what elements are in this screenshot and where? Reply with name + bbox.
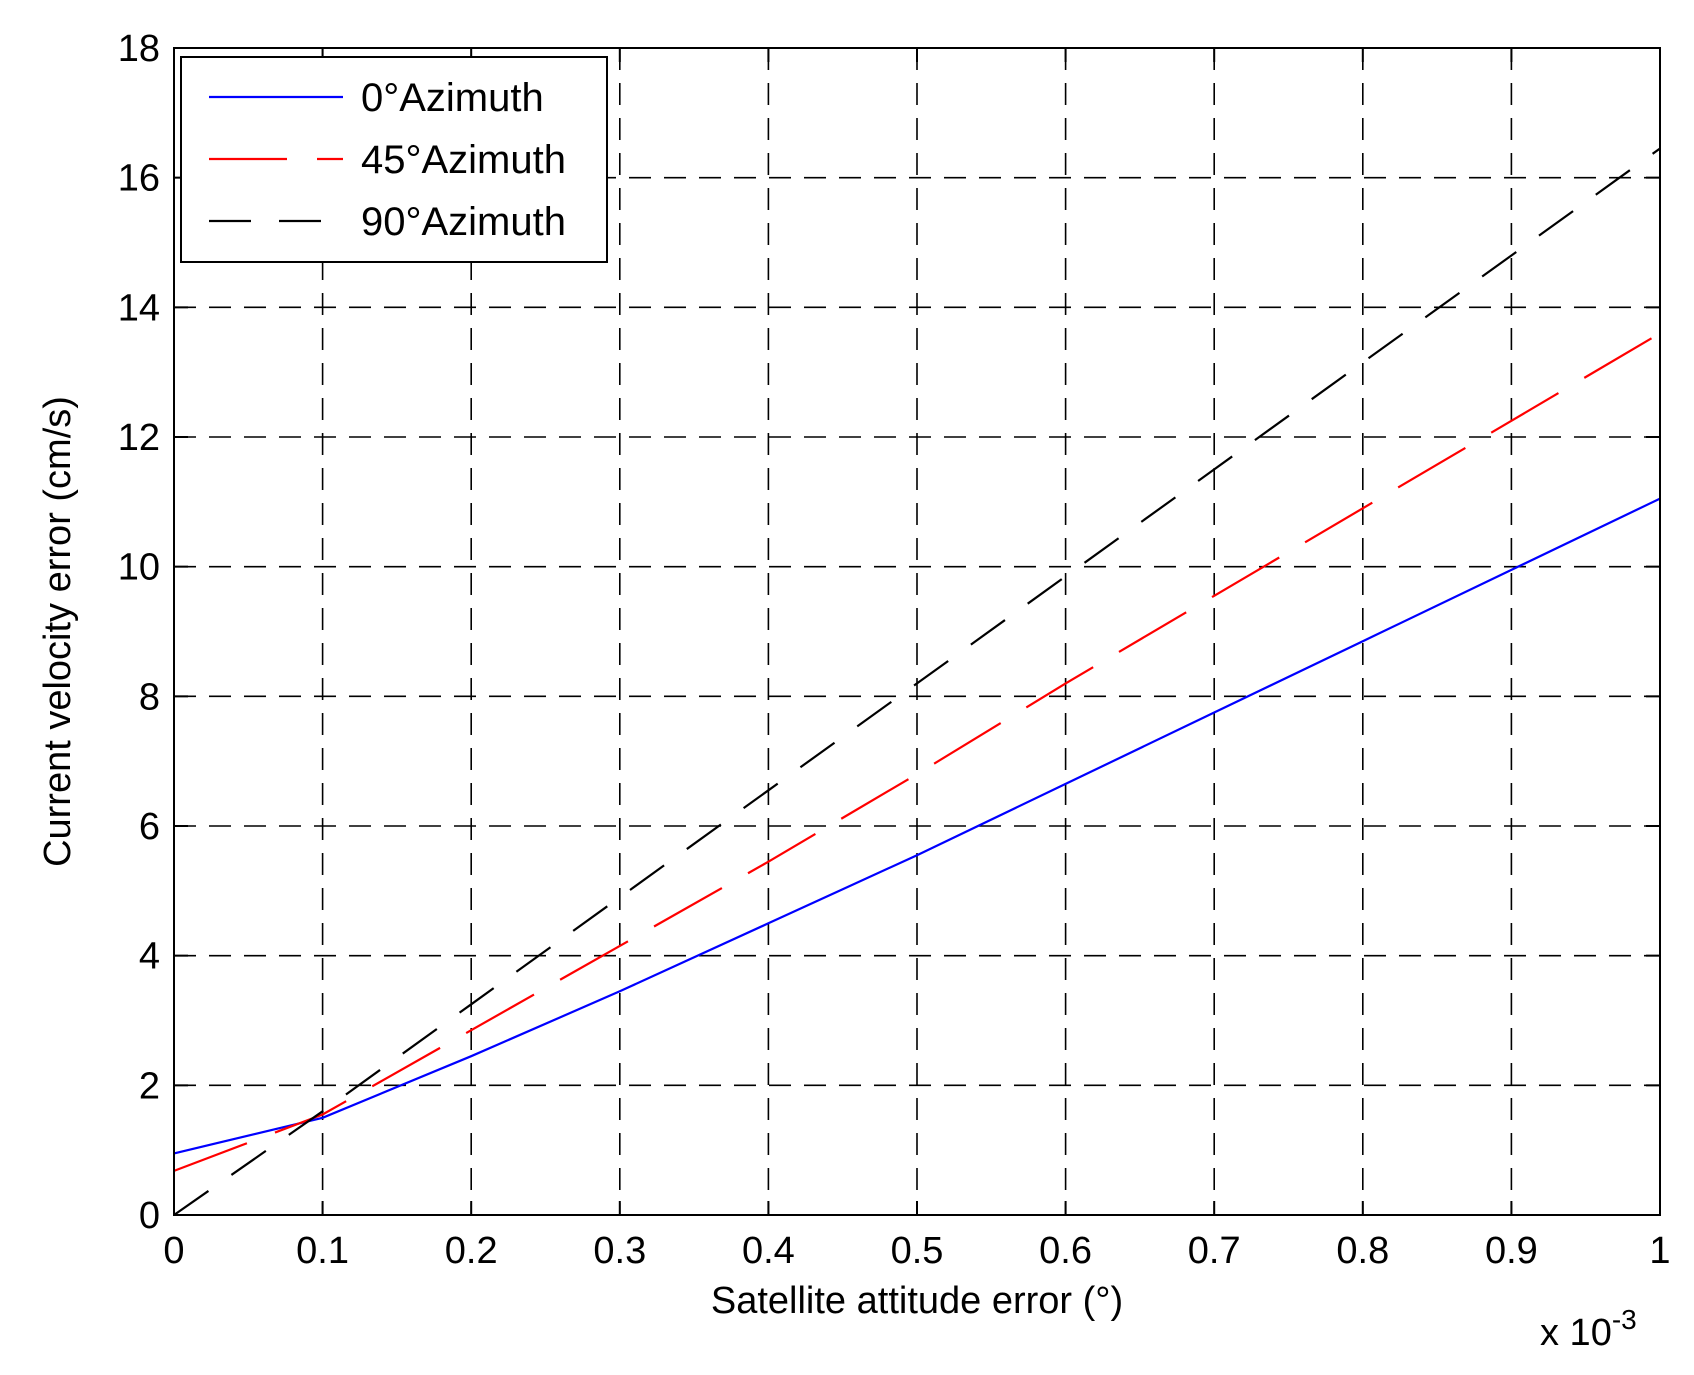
x-tick-label-5: 0.5 — [891, 1230, 944, 1272]
y-tick-label-6: 12 — [118, 417, 160, 459]
grid — [174, 48, 1660, 1215]
x-tick-label-4: 0.4 — [742, 1230, 795, 1272]
x-tick-label-9: 0.9 — [1485, 1230, 1538, 1272]
x-axis-multiplier-exponent: -3 — [1612, 1304, 1637, 1335]
x-tick-label-7: 0.7 — [1188, 1230, 1241, 1272]
x-tick-label-0: 0 — [163, 1230, 184, 1272]
series-layer — [173, 147, 1661, 1216]
y-axis-label: Current velocity error (cm/s) — [37, 396, 79, 867]
series-line-2 — [173, 147, 1661, 1216]
x-axis-label: Satellite attitude error (°) — [711, 1280, 1123, 1322]
x-tick-label-3: 0.3 — [593, 1230, 646, 1272]
y-tick-label-9: 18 — [118, 28, 160, 70]
y-tick-label-5: 10 — [118, 547, 160, 589]
legend: 0°Azimuth 45°Azimuth 90°Azimuth — [180, 56, 608, 263]
series-line-0 — [173, 497, 1661, 1155]
x-axis-multiplier: x 10-3 — [1540, 1304, 1637, 1354]
x-tick-label-2: 0.2 — [445, 1230, 498, 1272]
ticks — [173, 47, 1661, 1216]
y-tick-label-8: 16 — [118, 158, 160, 200]
tick-labels: 0 0.1 0.2 0.3 0.4 0.5 0.6 0.7 0.8 0.9 102468101214… — [118, 28, 1671, 1272]
y-tick-label-2: 4 — [139, 936, 160, 978]
x-tick-label-1: 0.1 — [296, 1230, 349, 1272]
x-tick-label-8: 0.8 — [1336, 1230, 1389, 1272]
x-tick-label-6: 0.6 — [1039, 1230, 1092, 1272]
y-tick-label-0: 0 — [139, 1195, 160, 1237]
legend-label-0: 0°Azimuth — [361, 76, 544, 120]
legend-label-2: 90°Azimuth — [361, 200, 566, 244]
y-tick-label-4: 8 — [139, 676, 160, 718]
legend-label-1: 45°Azimuth — [361, 138, 566, 182]
y-tick-label-1: 2 — [139, 1065, 160, 1107]
x-tick-label-10: 1 — [1649, 1230, 1670, 1272]
x-axis-multiplier-base: x 10 — [1540, 1312, 1612, 1354]
series-line-1 — [173, 332, 1661, 1172]
y-tick-label-3: 6 — [139, 806, 160, 848]
y-tick-label-7: 14 — [118, 287, 160, 329]
